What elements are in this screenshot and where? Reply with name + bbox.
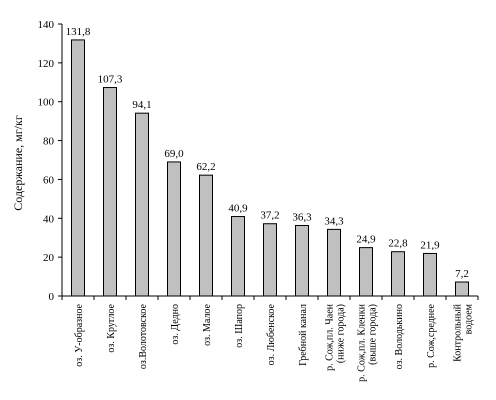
y-tick-label: 60 [43, 174, 55, 186]
category-label-line: р. Сож,пл. Чаеи [325, 303, 336, 371]
category-label-line: оз. Володькино [394, 304, 405, 369]
category-label-line: (ниже города) [336, 304, 347, 363]
bar [167, 161, 181, 297]
category-label-line: оз. Круглое [106, 303, 117, 352]
bar [423, 252, 437, 297]
bar [391, 251, 405, 297]
data-label: 94,1 [132, 99, 151, 111]
category-label-line: оз. Шапор [234, 304, 245, 348]
data-label: 21,9 [420, 239, 440, 251]
bar [135, 112, 149, 297]
y-axis-ticks: 0 20 40 60 80 100 120 140 [38, 19, 479, 303]
category-label-line: оз. Любенское [266, 303, 277, 365]
data-label: 40,9 [228, 203, 248, 215]
category-label: оз. У-образное [74, 303, 85, 366]
y-tick-label: 20 [43, 252, 55, 264]
category-label-line: Контрольный [453, 303, 464, 362]
data-labels: 131,8 107,3 94,1 69,0 62,2 40,9 37,2 36,3 34,3 24… [66, 26, 469, 280]
data-label: 24,9 [356, 234, 376, 246]
category-label: Контрольныйводоем [453, 303, 475, 362]
category-label: оз. Шапор [234, 304, 245, 348]
y-tick-label: 80 [43, 136, 55, 148]
y-tick-label: 140 [38, 19, 55, 31]
data-label: 36,3 [292, 211, 312, 223]
bar [231, 216, 245, 297]
bars [71, 39, 469, 297]
bar [295, 224, 309, 297]
bar [263, 223, 277, 297]
y-tick-label: 40 [43, 213, 55, 225]
category-label-line: оз. Малое [202, 303, 213, 345]
data-label: 69,0 [164, 148, 184, 160]
y-tick-label: 120 [38, 58, 55, 70]
category-label-line: водоем [464, 303, 475, 334]
category-label: оз. Дедно [170, 304, 181, 345]
category-label: оз. Володькино [394, 304, 405, 369]
data-label: 7,2 [455, 268, 469, 280]
bar [455, 281, 469, 297]
category-label-line: (выше города) [368, 304, 379, 365]
data-label: 34,3 [324, 215, 344, 227]
y-axis-title: Содержание, мг/кг [11, 115, 25, 211]
category-label-line: оз. У-образное [74, 303, 85, 366]
category-label-line: оз.Волотовское [138, 303, 149, 369]
y-tick-label: 100 [38, 97, 55, 109]
data-label: 107,3 [98, 74, 123, 86]
bar [71, 39, 85, 297]
category-label-line: оз. Дедно [170, 304, 181, 345]
category-label-line: р. Сож,пл. Кленки [357, 303, 368, 381]
category-label: оз.Волотовское [138, 303, 149, 369]
bar [359, 247, 373, 297]
category-labels: оз. У-образное оз. Круглое оз.Волотовское о… [74, 303, 475, 382]
category-label: оз. Малое [202, 303, 213, 345]
bar [103, 87, 117, 297]
category-label: Гребной канал [298, 304, 309, 366]
category-label: р. Сож,пл. Кленки(выше города) [357, 303, 379, 381]
bar [199, 174, 213, 297]
category-label: оз. Любенское [266, 303, 277, 365]
data-label: 22,8 [388, 238, 408, 250]
category-label: р. Сож,среднее [426, 303, 437, 367]
category-label-line: Гребной канал [298, 304, 309, 366]
y-tick-label: 0 [49, 291, 55, 303]
category-label: р. Сож,пл. Чаеи(ниже города) [325, 303, 347, 371]
bar [327, 228, 341, 297]
data-label: 62,2 [196, 161, 215, 173]
data-label: 37,2 [260, 210, 279, 222]
category-label-line: р. Сож,среднее [426, 303, 437, 367]
category-label: оз. Круглое [106, 303, 117, 352]
data-label: 131,8 [66, 26, 91, 38]
